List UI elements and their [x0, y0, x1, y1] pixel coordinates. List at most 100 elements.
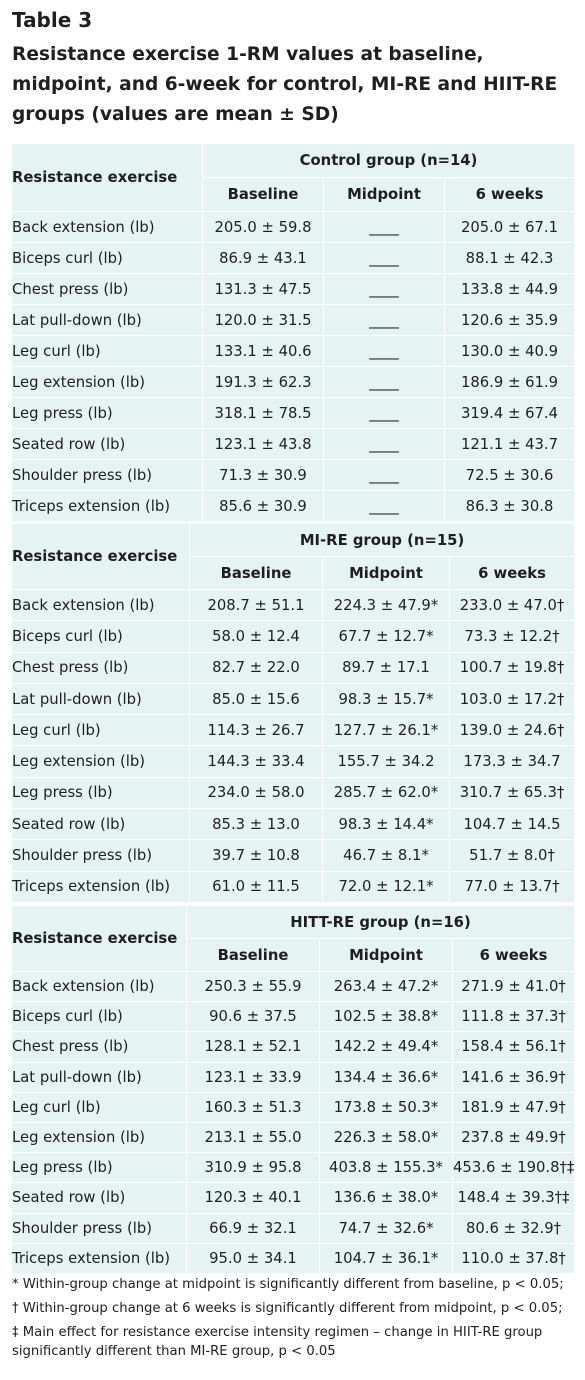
exercise-name: Back extension (lb)	[11, 211, 203, 243]
six-weeks-value: 173.3 ± 34.7	[448, 745, 576, 778]
group-header-row: Resistance exercise HITT-RE group (n=16)	[11, 905, 576, 972]
six-weeks-value: 271.9 ± 41.0†	[451, 970, 576, 1003]
midpoint-value: 134.4 ± 36.6*	[319, 1061, 453, 1093]
six-weeks-value: 73.3 ± 12.2†	[448, 620, 576, 653]
midpoint-value: 403.8 ± 155.3*	[319, 1152, 453, 1184]
table-row: Chest press (lb) 82.7 ± 22.0 89.7 ± 17.1 10…	[11, 651, 576, 684]
six-weeks-value: 139.0 ± 24.6†	[448, 714, 576, 747]
midpoint-value: 104.7 ± 36.1*	[319, 1242, 453, 1274]
exercise-name: Leg curl (lb)	[11, 714, 190, 747]
baseline-value: 71.3 ± 30.9	[202, 459, 324, 491]
midpoint-value: 102.5 ± 38.8*	[319, 1001, 453, 1033]
column-header-baseline: Baseline	[202, 177, 324, 212]
baseline-value: 123.1 ± 33.9	[186, 1061, 320, 1093]
midpoint-value: ____	[323, 428, 445, 460]
six-weeks-value: 104.7 ± 14.5	[448, 808, 576, 841]
midpoint-value: 72.0 ± 12.1*	[322, 870, 450, 903]
table-row: Biceps curl (lb) 58.0 ± 12.4 67.7 ± 12.7* 7…	[11, 620, 576, 653]
footnote-six-week-significance: † Within-group change at 6 weeks is sign…	[12, 1301, 563, 1316]
exercise-name: Leg press (lb)	[11, 1152, 187, 1184]
table-row: Lat pull-down (lb) 85.0 ± 15.6 98.3 ± 15.7…	[11, 682, 576, 716]
table-row: Seated row (lb) 120.3 ± 40.1 136.6 ± 38.0*…	[11, 1182, 576, 1214]
midpoint-value: 285.7 ± 62.0*	[322, 776, 450, 810]
six-weeks-value: 88.1 ± 42.3	[443, 242, 576, 274]
table-row: Back extension (lb) 250.3 ± 55.9 263.4 ± 4…	[11, 970, 576, 1003]
baseline-value: 85.0 ± 15.6	[189, 682, 323, 716]
baseline-value: 133.1 ± 40.6	[202, 335, 324, 367]
column-header-baseline: Baseline	[189, 556, 323, 590]
baseline-value: 120.3 ± 40.1	[186, 1182, 320, 1214]
table-row: Biceps curl (lb) 86.9 ± 43.1 ____ 88.1 ± 42…	[11, 242, 576, 274]
midpoint-value: ____	[323, 335, 445, 367]
baseline-value: 95.0 ± 34.1	[186, 1242, 320, 1274]
group-title: HITT-RE group (n=16)	[185, 905, 576, 939]
table-row: Lat pull-down (lb) 123.1 ± 33.9 134.4 ± 36…	[11, 1061, 576, 1093]
exercise-name: Leg extension (lb)	[11, 745, 190, 778]
group-title: MI-RE group (n=15)	[188, 523, 576, 557]
baseline-value: 66.9 ± 32.1	[186, 1212, 320, 1244]
baseline-value: 205.0 ± 59.8	[202, 211, 324, 243]
midpoint-value: ____	[323, 397, 445, 429]
table-row: Lat pull-down (lb) 120.0 ± 31.5 ____ 120.6 …	[11, 304, 576, 336]
midpoint-value: ____	[323, 304, 445, 336]
control-group-table: Resistance exercise Control group (n=14) B…	[11, 143, 576, 522]
midpoint-value: 127.7 ± 26.1*	[322, 714, 450, 747]
baseline-value: 128.1 ± 52.1	[186, 1031, 320, 1063]
footnotes: * Within-group change at midpoint is sig…	[12, 1275, 580, 1366]
exercise-name: Leg extension (lb)	[11, 1121, 187, 1154]
six-weeks-value: 120.6 ± 35.9	[443, 304, 576, 336]
midpoint-value: 155.7 ± 34.2	[322, 745, 450, 778]
midpoint-value: ____	[323, 242, 445, 274]
exercise-name: Triceps extension (lb)	[11, 1242, 187, 1274]
table-row: Leg extension (lb) 144.3 ± 33.4 155.7 ± 34…	[11, 745, 576, 778]
hitt-re-group-table: Resistance exercise HITT-RE group (n=16) B…	[11, 905, 576, 1274]
table-row: Triceps extension (lb) 95.0 ± 34.1 104.7 ±…	[11, 1242, 576, 1274]
exercise-name: Triceps extension (lb)	[11, 870, 190, 903]
baseline-value: 39.7 ± 10.8	[189, 839, 323, 872]
exercise-name: Leg press (lb)	[11, 397, 203, 429]
exercise-name: Lat pull-down (lb)	[11, 304, 203, 336]
table-row: Shoulder press (lb) 66.9 ± 32.1 74.7 ± 32.…	[11, 1212, 576, 1244]
baseline-value: 234.0 ± 58.0	[189, 776, 323, 810]
six-weeks-value: 205.0 ± 67.1	[443, 211, 576, 243]
footnote-midpoint-significance: * Within-group change at midpoint is sig…	[12, 1277, 564, 1292]
exercise-name: Leg curl (lb)	[11, 1091, 187, 1123]
table-row: Leg curl (lb) 160.3 ± 51.3 173.8 ± 50.3* 18…	[11, 1091, 576, 1123]
column-header-six-weeks: 6 weeks	[451, 938, 576, 972]
exercise-name: Chest press (lb)	[11, 1031, 187, 1063]
midpoint-value: 98.3 ± 14.4*	[322, 808, 450, 841]
midpoint-value: 98.3 ± 15.7*	[322, 682, 450, 716]
column-header-midpoint: Midpoint	[319, 938, 453, 972]
baseline-value: 90.6 ± 37.5	[186, 1001, 320, 1033]
table-row: Leg curl (lb) 114.3 ± 26.7 127.7 ± 26.1* 13…	[11, 714, 576, 747]
six-weeks-value: 80.6 ± 32.9†	[451, 1212, 576, 1244]
midpoint-value: ____	[323, 273, 445, 305]
baseline-value: 160.3 ± 51.3	[186, 1091, 320, 1123]
midpoint-value: 136.6 ± 38.0*	[319, 1182, 453, 1214]
baseline-value: 144.3 ± 33.4	[189, 745, 323, 778]
column-header-six-weeks: 6 weeks	[448, 556, 576, 590]
column-header-row: Baseline Midpoint 6 weeks	[12, 556, 576, 590]
baseline-value: 85.3 ± 13.0	[189, 808, 323, 841]
midpoint-value: 142.2 ± 49.4*	[319, 1031, 453, 1063]
column-header-baseline: Baseline	[186, 938, 320, 972]
baseline-value: 58.0 ± 12.4	[189, 620, 323, 653]
table-row: Leg extension (lb) 191.3 ± 62.3 ____ 186.9 …	[11, 366, 576, 398]
column-header-midpoint: Midpoint	[322, 556, 450, 590]
midpoint-value: 226.3 ± 58.0*	[319, 1121, 453, 1154]
midpoint-value: 89.7 ± 17.1	[322, 651, 450, 684]
table-row: Seated row (lb) 123.1 ± 43.8 ____ 121.1 ± 4…	[11, 428, 576, 460]
midpoint-value: 263.4 ± 47.2*	[319, 970, 453, 1003]
six-weeks-value: 111.8 ± 37.3†	[451, 1001, 576, 1033]
six-weeks-value: 148.4 ± 39.3†‡	[451, 1182, 576, 1214]
exercise-name: Shoulder press (lb)	[11, 839, 190, 872]
six-weeks-value: 103.0 ± 17.2†	[448, 682, 576, 716]
exercise-name: Leg curl (lb)	[11, 335, 203, 367]
exercise-name: Back extension (lb)	[11, 970, 187, 1003]
exercise-column-header: Resistance exercise	[11, 143, 203, 212]
midpoint-value: ____	[323, 211, 445, 243]
table-row: Leg press (lb) 318.1 ± 78.5 ____ 319.4 ± 67…	[11, 397, 576, 429]
six-weeks-value: 233.0 ± 47.0†	[448, 588, 576, 622]
exercise-name: Shoulder press (lb)	[11, 1212, 187, 1244]
